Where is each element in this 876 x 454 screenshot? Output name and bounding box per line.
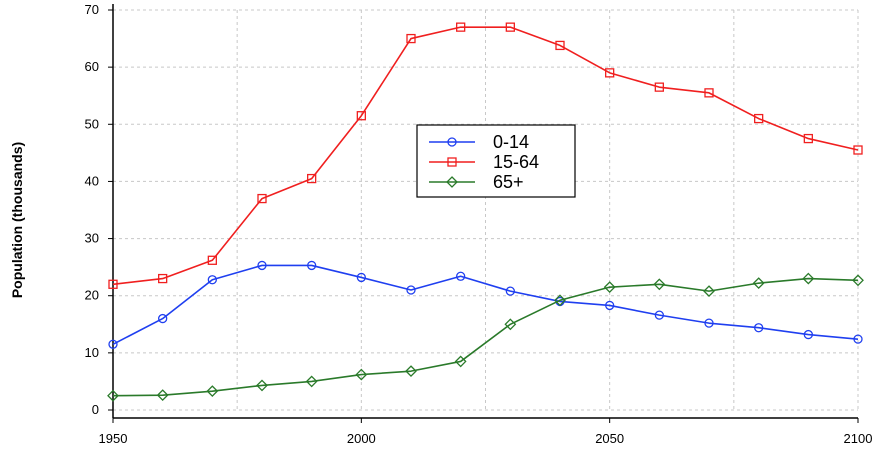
y-tick-label: 70 [85,2,99,17]
y-axis-label: Population (thousands) [9,142,25,298]
data-point-65+ [752,277,765,290]
series-line-0-14 [112,264,859,345]
data-point-15-64 [456,22,466,32]
data-point-0-14 [307,260,317,271]
x-tick-label: 2000 [347,431,376,446]
y-tick-label: 0 [92,402,99,417]
data-point-15-64 [803,133,813,144]
data-point-65+ [554,294,566,307]
data-point-65+ [504,318,517,331]
legend-label-65+: 65+ [493,172,524,192]
y-tick-label: 40 [85,173,99,188]
legend-marker-0-14 [447,137,457,147]
data-point-65+ [405,365,417,378]
legend-marker-65+ [446,176,458,188]
data-point-15-64 [307,173,317,184]
data-point-15-64 [605,68,615,78]
x-tick-label: 2050 [595,431,624,446]
data-point-15-64 [654,82,664,92]
data-point-15-64 [356,111,366,121]
y-tick-label: 20 [85,288,99,303]
data-point-15-64 [505,22,515,32]
series-line-15-64 [112,26,859,286]
data-point-0-14 [704,318,714,328]
y-tick-label: 50 [85,116,99,131]
data-point-15-64 [853,145,863,155]
data-point-65+ [703,285,715,298]
data-point-65+ [653,278,666,291]
data-point-65+ [107,389,119,402]
data-point-0-14 [605,300,615,311]
data-point-0-14 [207,275,217,285]
data-point-15-64 [704,88,714,98]
data-point-65+ [206,385,219,398]
y-tick-label: 60 [85,59,99,74]
y-tick-label: 10 [85,345,99,360]
data-point-15-64 [555,40,565,51]
data-point-65+ [852,274,864,287]
series-line-65+ [112,277,859,397]
y-tick-label: 30 [85,231,99,246]
legend-label-0-14: 0-14 [493,132,529,152]
data-point-0-14 [108,339,118,349]
legend-label-15-64: 15-64 [493,152,539,172]
data-point-0-14 [754,323,764,333]
data-point-65+ [454,355,467,368]
data-point-65+ [603,281,616,294]
data-point-65+ [305,375,318,388]
data-point-65+ [802,272,815,285]
data-point-65+ [156,389,169,402]
legend-box [416,124,576,198]
data-point-0-14 [158,313,168,324]
data-point-0-14 [505,286,515,296]
data-point-15-64 [108,279,118,289]
data-point-0-14 [356,272,366,283]
data-point-15-64 [158,273,168,284]
data-point-0-14 [406,285,416,295]
data-point-0-14 [257,260,267,271]
x-tick-label: 2100 [844,431,873,446]
data-point-15-64 [257,193,267,204]
data-point-0-14 [803,329,813,340]
data-point-15-64 [207,255,217,265]
data-point-0-14 [456,271,466,281]
data-point-65+ [256,379,268,392]
legend-marker-15-64 [447,157,457,167]
data-point-0-14 [853,334,863,344]
data-point-15-64 [754,113,764,124]
data-point-65+ [355,368,368,381]
data-point-15-64 [406,33,416,44]
x-tick-label: 1950 [99,431,128,446]
data-point-0-14 [654,310,664,320]
